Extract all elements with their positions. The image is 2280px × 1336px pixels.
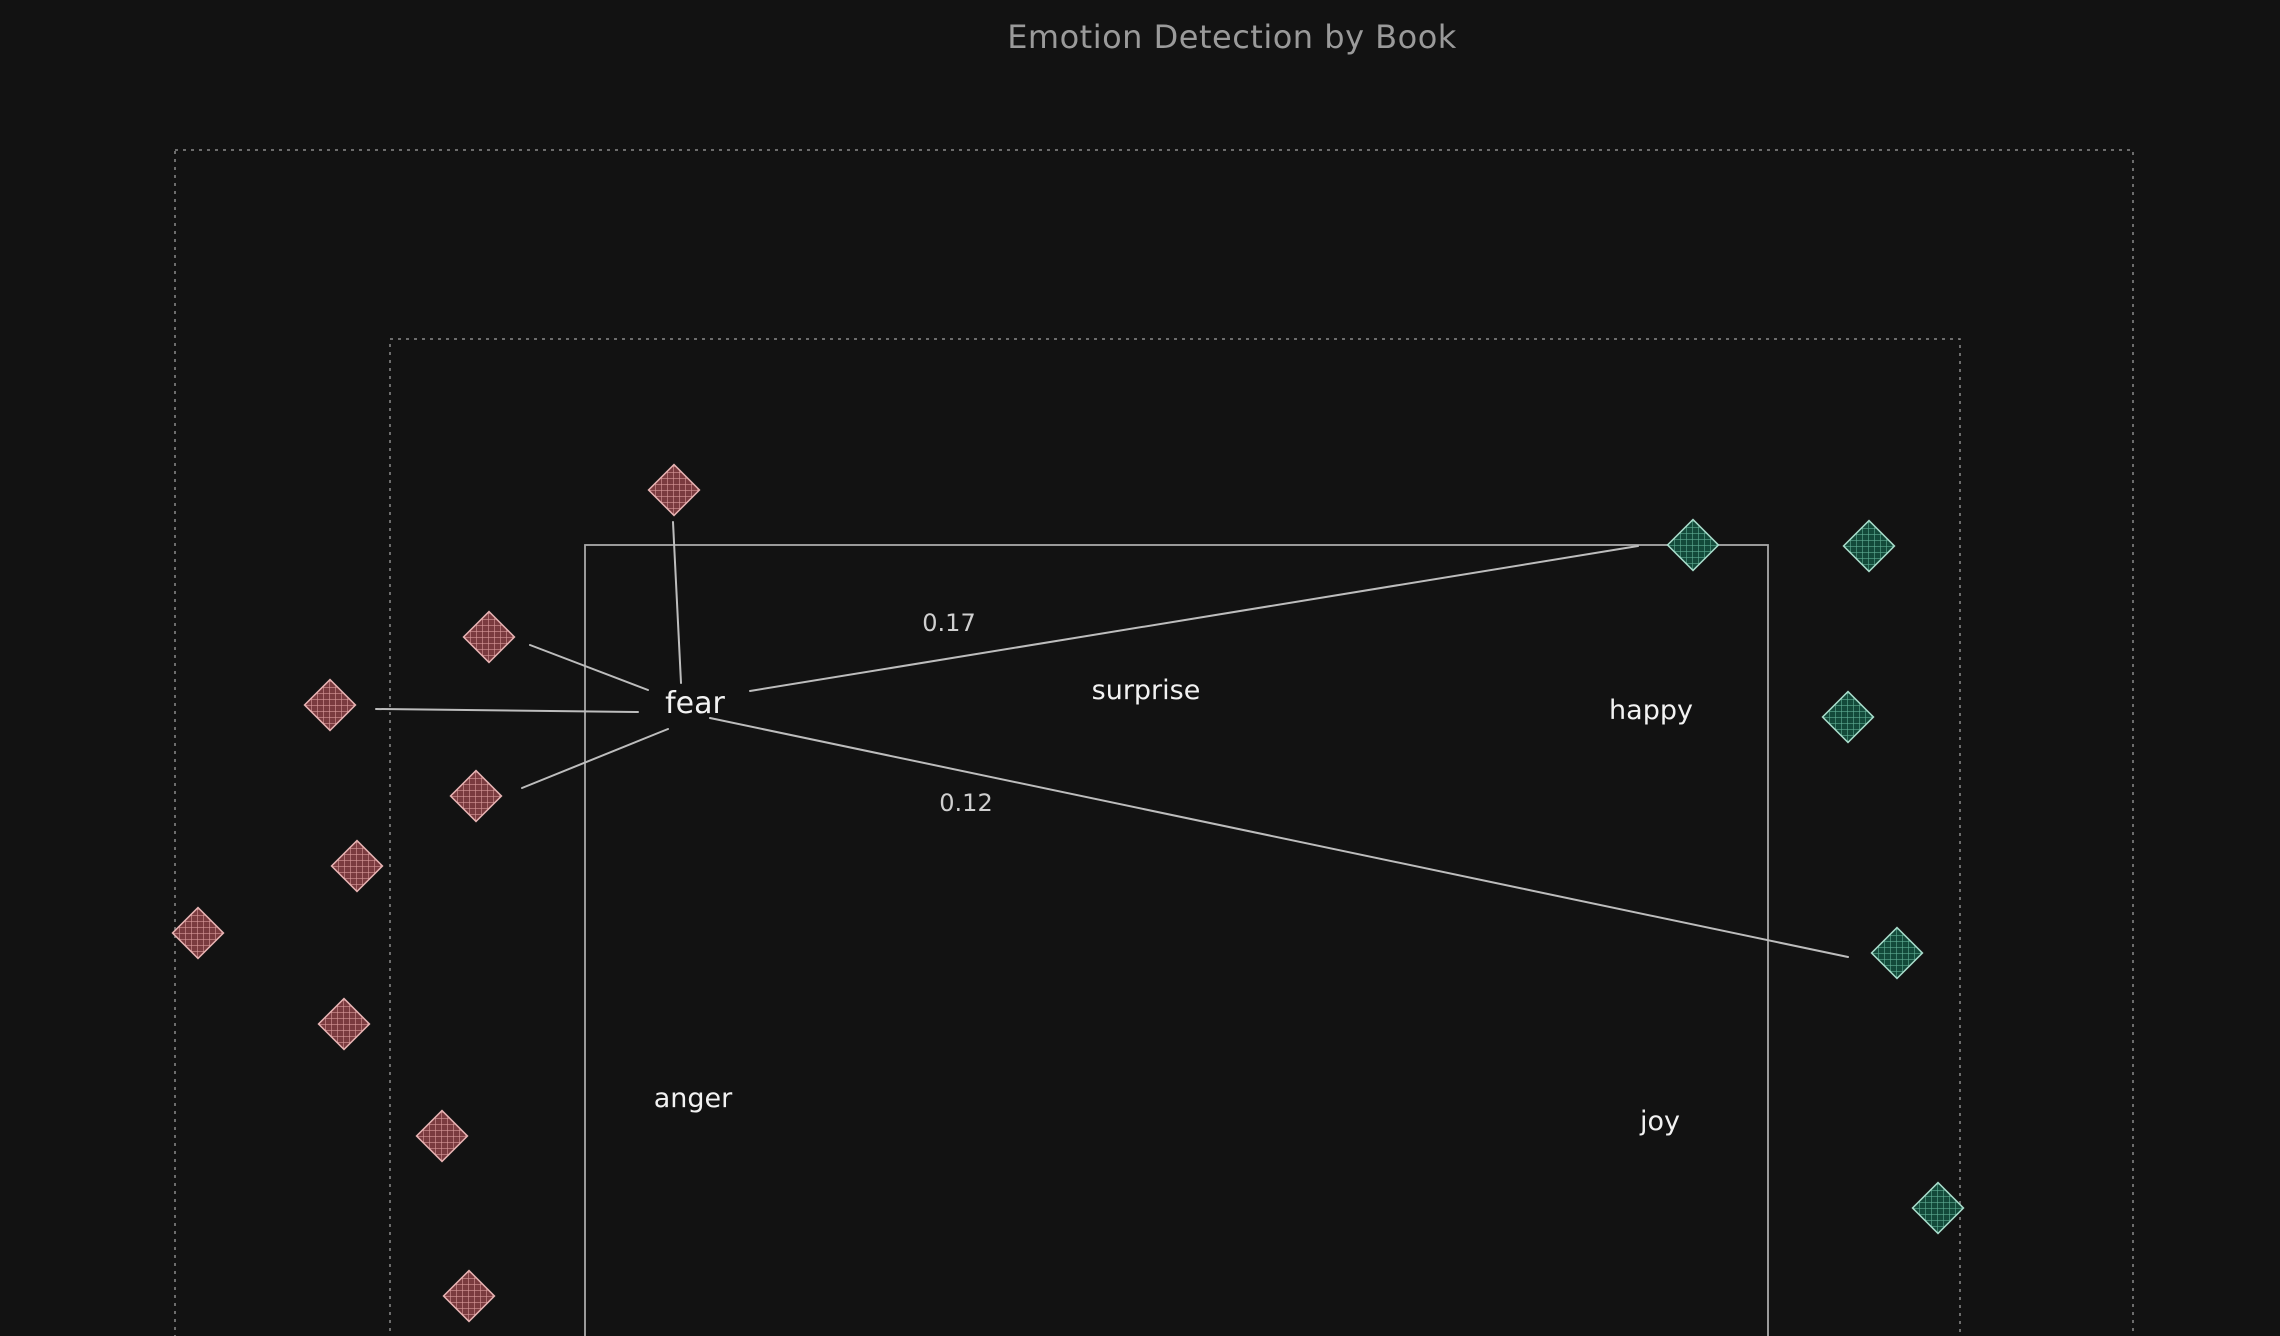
green-diamond [1911,1181,1965,1235]
negative-diamonds [171,463,701,1323]
edge-fear-to-top-diamond [672,521,682,684]
label-fear: fear [665,686,725,721]
edge-fear-to-lower-left-diamond [521,728,669,789]
edge-weight-bottom: 0.12 [939,789,992,817]
red-diamond [647,463,701,517]
inner-solid-frame [584,544,1769,1336]
green-diamond [1870,926,1924,980]
red-diamond [171,906,225,960]
label-happy: happy [1609,695,1693,726]
positive-diamonds [1666,518,1965,1235]
red-diamond [317,997,371,1051]
green-diamond [1666,518,1720,572]
edge-fear-to-top-right-diamond [749,545,1639,692]
red-diamond [415,1109,469,1163]
red-diamond [330,839,384,893]
green-diamond [1842,519,1896,573]
label-joy: joy [1639,1106,1680,1137]
edge-weight-top: 0.17 [922,609,975,637]
middle-dashed-frame [389,338,1961,1336]
red-diamond [303,678,357,732]
edge-fear-to-left-diamond [375,708,639,713]
diagram-title: Emotion Detection by Book [1007,18,1457,56]
green-diamond [1821,690,1875,744]
red-diamond [449,769,503,823]
edge-fear-to-upper-left-diamond [529,644,649,691]
red-diamond [442,1269,496,1323]
label-anger: anger [654,1083,733,1114]
red-diamond [462,610,516,664]
outer-dashed-frame [174,149,2134,1336]
edge-fear-to-lower-right-diamond [709,717,1849,958]
label-surprise: surprise [1092,675,1201,706]
